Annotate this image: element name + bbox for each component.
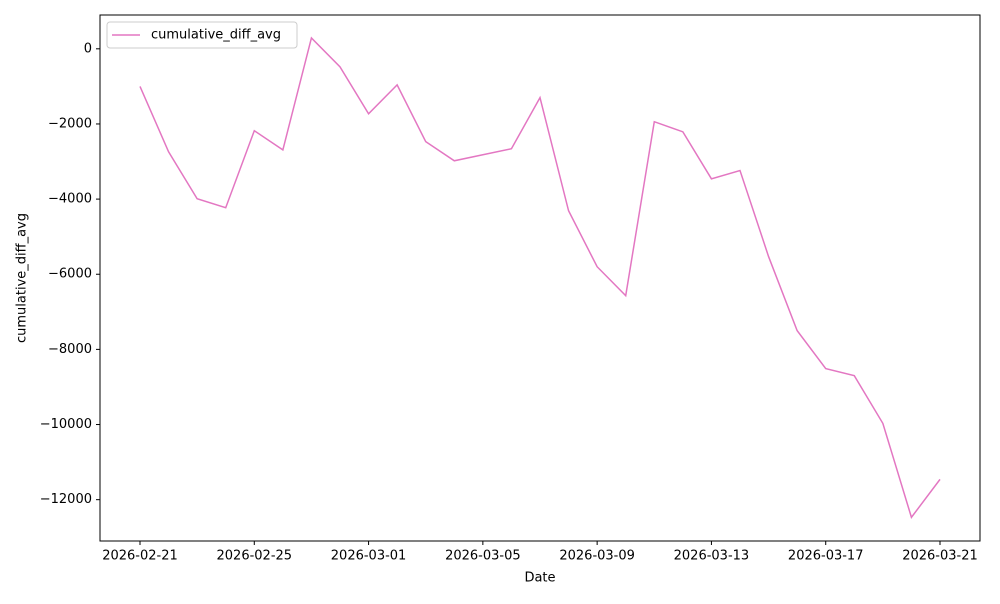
x-tick-label: 2026-03-21 — [902, 549, 978, 564]
y-axis-label: cumulative_diff_avg — [15, 213, 30, 343]
y-tick-label: −10000 — [40, 417, 92, 432]
x-tick-label: 2026-02-21 — [102, 549, 178, 564]
y-tick-label: −6000 — [48, 267, 92, 282]
y-tick-label: −12000 — [40, 492, 92, 507]
x-axis-label: Date — [524, 571, 555, 586]
x-tick-label: 2026-02-25 — [217, 549, 293, 564]
y-tick-label: 0 — [84, 41, 92, 56]
plot-frame — [99, 14, 981, 542]
x-tick-label: 2026-03-13 — [674, 549, 750, 564]
x-tick-label: 2026-03-01 — [331, 549, 407, 564]
x-tick-label: 2026-03-09 — [559, 549, 635, 564]
y-tick-label: −8000 — [48, 342, 92, 357]
y-tick-label: −2000 — [48, 116, 92, 131]
legend-label: cumulative_diff_avg — [151, 28, 281, 43]
x-tick-label: 2026-03-17 — [788, 549, 864, 564]
y-tick-label: −4000 — [48, 192, 92, 207]
line-series — [139, 36, 941, 519]
legend-box — [106, 21, 298, 49]
x-tick-label: 2026-03-05 — [445, 549, 521, 564]
